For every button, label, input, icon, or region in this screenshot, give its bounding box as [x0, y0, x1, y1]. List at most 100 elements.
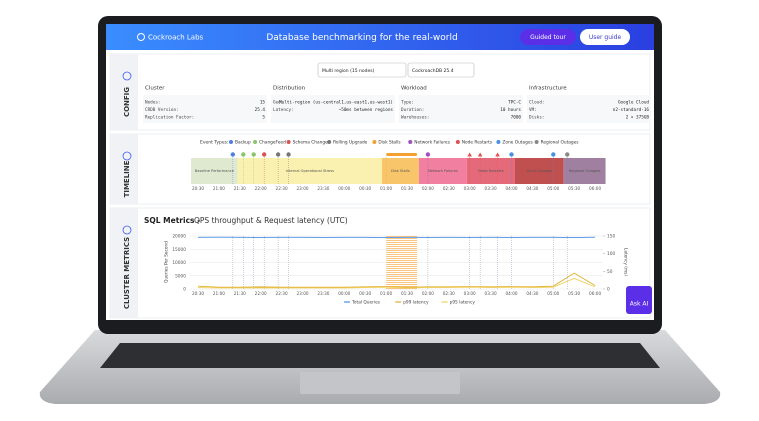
- x-tick-label: 00:00: [338, 291, 350, 296]
- legend-label: Backup: [235, 140, 251, 146]
- legend-swatch: [534, 140, 539, 144]
- legend-swatch: [286, 140, 291, 144]
- timeline-tick: 20:30: [192, 186, 204, 191]
- disk-stall-band: [386, 236, 418, 289]
- legend-label: p99 latency: [403, 300, 429, 306]
- event-marker: [495, 152, 500, 157]
- x-tick-label: 23:00: [296, 291, 308, 296]
- x-tick-label: 21:30: [234, 291, 246, 296]
- tab-label: CONFIG: [123, 87, 131, 117]
- timeline-tick: 04:30: [526, 186, 538, 191]
- config-key: Disks:: [529, 115, 545, 121]
- y-tick-label: 15000: [172, 247, 186, 253]
- event-marker: [509, 152, 514, 157]
- event-marker: [261, 152, 267, 157]
- phase-label: Network Failures: [428, 169, 458, 173]
- legend-label: p95 latency: [450, 300, 476, 306]
- phase-band: [466, 158, 515, 184]
- legend-label: Network Failures: [414, 140, 450, 146]
- group-box: [399, 95, 523, 123]
- y-tick-label: 10000: [172, 260, 186, 266]
- group-box: [271, 95, 395, 123]
- timeline-tick: 01:30: [401, 186, 413, 191]
- legend-label: Total Queries: [351, 300, 381, 306]
- event-marker: [565, 152, 570, 157]
- dropdown[interactable]: [407, 62, 475, 78]
- y-tick-label: 20000: [172, 234, 186, 240]
- timeline-tick: 23:30: [317, 186, 329, 191]
- legend-label: Rolling Upgrade: [333, 140, 368, 146]
- config-value: 5: [262, 115, 265, 121]
- legend-label: ChangeFeed: [259, 140, 286, 146]
- group-title: Cluster: [145, 86, 165, 92]
- timeline-tick: 22:30: [276, 186, 288, 191]
- guided-tour-button[interactable]: [520, 29, 576, 45]
- event-marker: [425, 152, 431, 157]
- ask-ai-label: Ask AI: [630, 301, 649, 308]
- phase-band: [563, 158, 606, 184]
- legend-title: Event Types:: [200, 140, 229, 146]
- legend-swatch: [408, 140, 413, 144]
- timeline-tick: 02:30: [443, 186, 455, 191]
- x-tick-label: 05:00: [547, 291, 559, 296]
- dashboard: CONFIG TIMELINE CLUSTER METRICS Multi regio…: [109, 53, 651, 319]
- button-label: User guide: [589, 34, 622, 41]
- y2-tick-label: 150: [607, 234, 615, 240]
- phase-label: Regional Outages: [569, 169, 601, 173]
- chart-subtitle: QPS throughput & Request latency (UTC): [194, 216, 348, 225]
- legend-swatch: [496, 140, 501, 144]
- ask-ai-button[interactable]: [626, 286, 652, 314]
- x-tick-label: 22:30: [276, 291, 288, 296]
- user-guide-button[interactable]: [580, 29, 630, 45]
- legend-swatch: [327, 140, 332, 144]
- config-key: Cloud:: [529, 100, 545, 106]
- phase-band: [381, 158, 419, 184]
- x-tick-label: 22:00: [255, 291, 267, 296]
- timeline-tick: 03:30: [485, 186, 497, 191]
- timeline-tick: 02:00: [422, 186, 434, 191]
- phase-label: Node Restarts: [478, 169, 503, 173]
- phase-band: [237, 158, 382, 184]
- timeline-tick: 01:00: [380, 186, 392, 191]
- phase-band: [191, 158, 238, 184]
- event-marker: [477, 152, 483, 157]
- event-marker: [241, 152, 246, 157]
- dropdown[interactable]: [317, 62, 407, 78]
- tab-icon: [122, 71, 132, 81]
- phase-band: [514, 158, 564, 184]
- logo-icon: [137, 33, 145, 41]
- timeline-tick: 21:00: [213, 186, 225, 191]
- group-box: [527, 95, 651, 123]
- group-box: [143, 95, 267, 123]
- event-marker: [467, 152, 472, 157]
- y-tick-label: 0: [183, 287, 186, 293]
- series-line: [197, 272, 596, 288]
- x-tick-label: 06:00: [589, 291, 601, 296]
- phase-label: Disk Stalls: [391, 169, 410, 173]
- event-marker: [386, 153, 418, 156]
- config-key: Latency:: [273, 107, 294, 113]
- config-key: Duration:: [401, 107, 424, 113]
- phase-label: Zone Outages: [527, 169, 553, 173]
- config-key: Geo:: [273, 100, 283, 106]
- config-value: ~50ms between regions: [339, 107, 394, 113]
- config-value: Google Cloud: [618, 100, 649, 106]
- config-value: TPC-C: [508, 100, 521, 106]
- legend-swatch: [229, 140, 233, 144]
- x-tick-label: 00:30: [359, 291, 371, 296]
- x-tick-label: 20:30: [192, 291, 204, 296]
- x-tick-label: 02:30: [443, 291, 455, 296]
- config-key: CRDB Version:: [145, 107, 179, 113]
- event-marker: [275, 152, 281, 157]
- x-tick-label: 05:30: [568, 291, 580, 296]
- event-marker: [251, 152, 256, 157]
- config-key: Type:: [401, 100, 414, 106]
- legend-swatch: [253, 140, 258, 144]
- header-title: Database benchmarking for the real-world: [266, 33, 457, 43]
- timeline-tick: 03:00: [464, 186, 476, 191]
- brand: Cockroach Labs: [148, 34, 204, 42]
- y2-tick-label: 100: [607, 251, 615, 257]
- dropdown-label: Multi region (15 nodes): [322, 68, 375, 74]
- series-line: [197, 277, 596, 289]
- timeline-tick: 04:00: [505, 186, 517, 191]
